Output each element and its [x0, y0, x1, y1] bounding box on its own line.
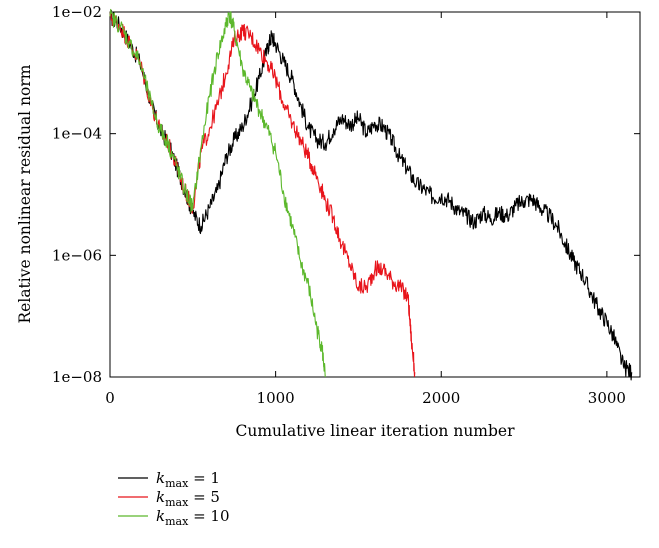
x-tick-label: 2000: [422, 389, 460, 407]
x-axis-label: Cumulative linear iteration number: [235, 422, 515, 440]
legend-label: kmax = 5: [156, 488, 220, 509]
y-tick-label: 1e−08: [52, 368, 102, 386]
series-group: [109, 8, 633, 381]
x-tick-label: 0: [105, 389, 115, 407]
legend-label: kmax = 10: [156, 507, 230, 528]
y-tick-label: 1e−04: [52, 125, 102, 143]
y-tick-label: 1e−06: [52, 246, 102, 264]
x-tick-label: 3000: [588, 389, 626, 407]
series-line: [109, 9, 633, 381]
y-tick-label: 1e−02: [52, 3, 102, 21]
y-axis-label: Relative nonlinear residual norm: [16, 64, 34, 323]
plot-frame: [109, 11, 641, 378]
series-line: [109, 8, 326, 378]
legend-label: kmax = 1: [156, 469, 220, 490]
axis-ticks: 0 1000 2000 3000 1e−08 1e−06 1e−04 1e−02: [52, 3, 640, 407]
x-tick-label: 1000: [257, 389, 295, 407]
